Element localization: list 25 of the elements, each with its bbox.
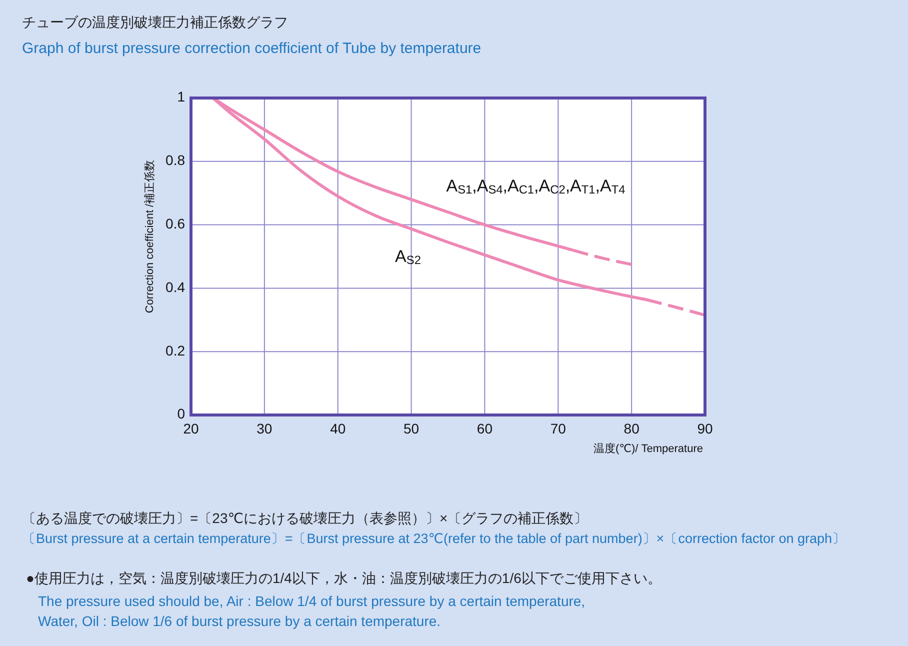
x-tick-label: 30: [256, 420, 272, 437]
x-tick-label: 40: [330, 420, 346, 437]
y-tick-label: 1: [177, 88, 186, 105]
x-tick-label: 90: [697, 420, 713, 437]
y-tick-label: 0.6: [166, 216, 186, 232]
y-tick-label: 0.8: [166, 152, 186, 168]
text: Water, Oil : Below 1/6 of burst pressure by a certain temperature.: [38, 613, 441, 629]
y-tick-label: 0.4: [166, 278, 186, 295]
text: ●使用圧力は，空気：温度別破壊圧力の1/4以下，水・油：温度別破壊圧力の1/6以下でご使用下さい。: [26, 570, 662, 586]
text: The pressure used should be, Air : Below 1/4 of burst pressure by a certain temperature,: [38, 593, 586, 609]
series-label: A$_{S2}$: [395, 247, 422, 268]
x-tick-label: 80: [624, 420, 640, 437]
x-axis-title: 温度(℃)/ Temperature: [593, 442, 703, 455]
y-tick-label: 0.2: [166, 342, 186, 358]
chart-title: チューブの温度別破壊圧力補正係数グラフ: [22, 14, 288, 30]
chart-subtitle: Graph of burst pressure correction coefficient of Tube by temperature: [22, 40, 482, 57]
text: 〔Burst pressure at a certain temperature〕=〔Burst pressure at 23℃(refer to the table of part number)〕×〔correction factor on graph〕: [22, 531, 846, 546]
y-tick-label: 0: [177, 406, 186, 422]
x-tick-label: 20: [183, 420, 199, 437]
x-tick-label: 50: [403, 420, 420, 437]
x-tick-label: 70: [550, 420, 566, 437]
text: 〔ある温度での破壊圧力〕=〔23℃における破壊圧力（表参照）〕×〔グラフの補正係数〕: [22, 510, 588, 526]
x-tick-label: 60: [476, 420, 493, 437]
text: A$_{S1}$,A$_{S4}$,A$_{C1}$,A$_{C2}$,A$_{T1}$,A$_{T4}$: [446, 176, 626, 196]
y-axis-title: Correction coefficient /補正係数: [143, 160, 156, 314]
